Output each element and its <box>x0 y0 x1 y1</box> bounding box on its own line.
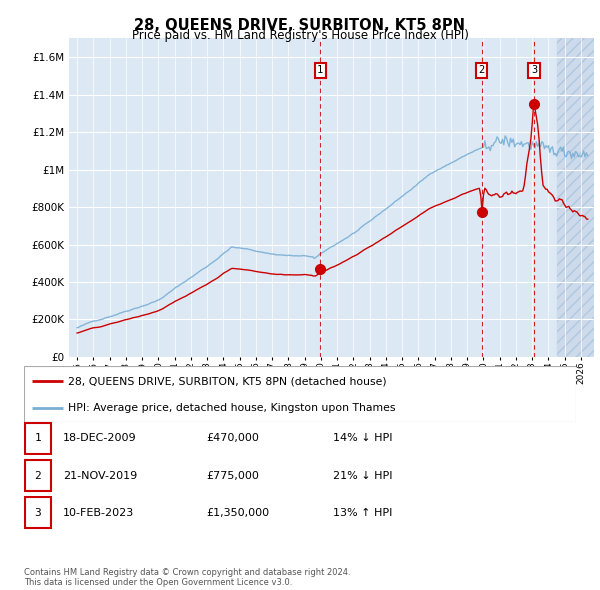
Text: £1,350,000: £1,350,000 <box>206 508 269 517</box>
FancyBboxPatch shape <box>25 460 51 491</box>
Text: Price paid vs. HM Land Registry's House Price Index (HPI): Price paid vs. HM Land Registry's House … <box>131 30 469 42</box>
Text: 2: 2 <box>34 471 41 480</box>
Text: 28, QUEENS DRIVE, SURBITON, KT5 8PN (detached house): 28, QUEENS DRIVE, SURBITON, KT5 8PN (det… <box>68 376 387 386</box>
Text: 3: 3 <box>34 508 41 517</box>
FancyBboxPatch shape <box>24 366 576 422</box>
Text: 18-DEC-2009: 18-DEC-2009 <box>62 434 136 443</box>
Text: 21% ↓ HPI: 21% ↓ HPI <box>333 471 392 480</box>
Bar <box>557 38 594 357</box>
Text: 21-NOV-2019: 21-NOV-2019 <box>62 471 137 480</box>
Text: 1: 1 <box>317 65 323 75</box>
FancyBboxPatch shape <box>25 423 51 454</box>
Text: 14% ↓ HPI: 14% ↓ HPI <box>333 434 392 443</box>
FancyBboxPatch shape <box>25 497 51 528</box>
Text: 2: 2 <box>478 65 485 75</box>
Text: £775,000: £775,000 <box>206 471 259 480</box>
Text: 3: 3 <box>531 65 538 75</box>
Text: HPI: Average price, detached house, Kingston upon Thames: HPI: Average price, detached house, King… <box>68 403 395 413</box>
Text: £470,000: £470,000 <box>206 434 259 443</box>
Text: 1: 1 <box>34 434 41 443</box>
Text: 13% ↑ HPI: 13% ↑ HPI <box>333 508 392 517</box>
Text: 10-FEB-2023: 10-FEB-2023 <box>62 508 134 517</box>
Bar <box>557 38 594 357</box>
Text: 28, QUEENS DRIVE, SURBITON, KT5 8PN: 28, QUEENS DRIVE, SURBITON, KT5 8PN <box>134 18 466 32</box>
Text: Contains HM Land Registry data © Crown copyright and database right 2024.
This d: Contains HM Land Registry data © Crown c… <box>24 568 350 587</box>
